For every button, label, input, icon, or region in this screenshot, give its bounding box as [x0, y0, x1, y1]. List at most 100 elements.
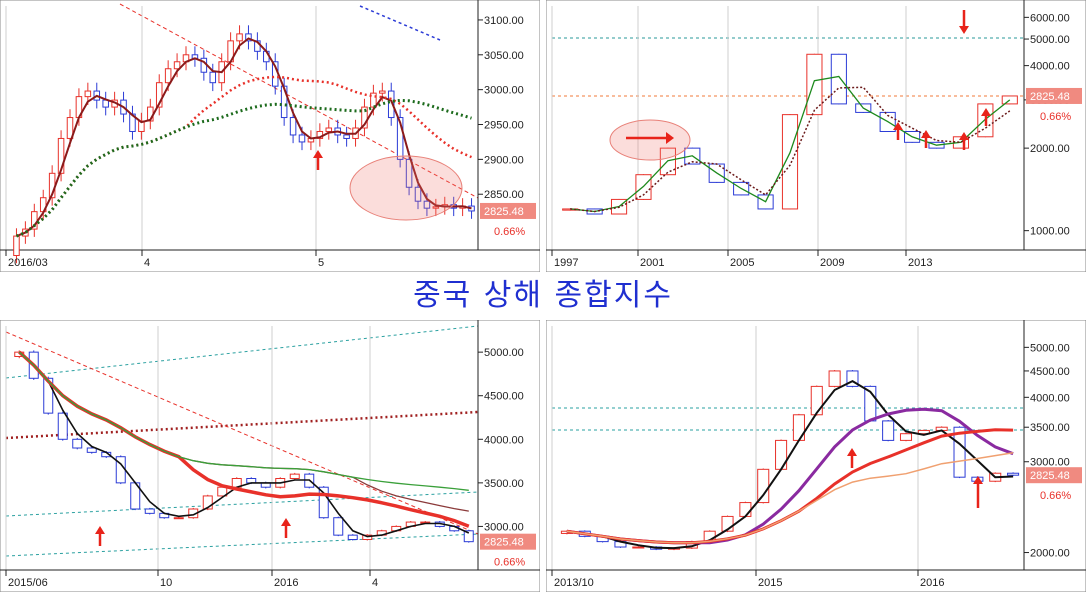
trend-line: [119, 3, 479, 199]
candle-body: [289, 117, 297, 136]
y-tick-label: 4000.00: [1030, 392, 1070, 404]
trend-line: [359, 5, 441, 41]
x-tick-label: 10: [160, 577, 172, 589]
arrow-head: [921, 130, 931, 138]
monthly-chart: 5000.00 4500.00 4000.00 3500.00 3000.00 2000.…: [545, 319, 1086, 593]
moving-average-line: [18, 351, 469, 491]
weekly-chart-svg: 5000.00 4500.00 4000.00 3500.00 3000.00 2825.…: [0, 319, 541, 593]
y-tick-label: 2000.00: [1030, 143, 1070, 155]
highlight-ellipse: [349, 155, 463, 221]
moving-average-line: [18, 351, 470, 538]
candle-body: [84, 90, 92, 98]
weekly-chart: 5000.00 4500.00 4000.00 3500.00 3000.00 2825.…: [0, 319, 541, 593]
arrow-head: [959, 132, 969, 140]
x-tick-label: 4: [372, 577, 378, 589]
y-tick-label: 5000.00: [1030, 34, 1070, 46]
y-tick-label: 4500.00: [1030, 366, 1070, 378]
candle-body: [781, 114, 799, 210]
price-tag-label: 2825.48: [484, 206, 524, 218]
x-tick-label: 2009: [820, 257, 844, 269]
candle-body: [202, 495, 213, 510]
x-tick-label: 2013/10: [554, 577, 594, 589]
candle-body: [432, 206, 440, 209]
moving-average-line: [566, 379, 1014, 550]
y-tick-label: 3500.00: [484, 478, 524, 490]
panel-frame: [0, 0, 541, 273]
y-tick-label: 2950.00: [484, 120, 524, 132]
change-label: 0.66%: [1040, 111, 1071, 123]
candle-body: [757, 468, 770, 504]
arrow-head: [95, 526, 105, 534]
x-tick-label: 2016: [274, 577, 298, 589]
y-tick-label: 3000.00: [1030, 457, 1070, 469]
candle-body: [298, 134, 306, 143]
arrow-head: [973, 476, 983, 484]
x-tick-label: 4: [144, 257, 150, 269]
candle-body: [721, 515, 734, 532]
candle-body: [405, 158, 413, 188]
candle-body: [43, 377, 54, 414]
y-tick-label: 6000.00: [1030, 12, 1070, 24]
change-label: 0.66%: [1040, 490, 1071, 502]
candle-body: [739, 502, 752, 517]
x-tick-label: 2005: [730, 257, 754, 269]
y-tick-label: 1000.00: [1030, 226, 1070, 238]
candle-body: [289, 473, 300, 479]
y-tick-label: 4000.00: [484, 434, 524, 446]
candle-body: [144, 508, 155, 514]
candle-body: [830, 53, 847, 105]
trend-line: [5, 491, 479, 517]
y-tick-label: 3000.00: [484, 521, 524, 533]
candle-body: [57, 137, 65, 174]
arrow-head: [666, 132, 674, 144]
candle-body: [102, 99, 109, 108]
candle-body: [632, 546, 645, 549]
y-tick-label: 5000.00: [1030, 342, 1070, 354]
yearly-chart-svg: 6000.005000.004000.003000.002000.001000.…: [545, 0, 1086, 273]
price-tag-box: [480, 202, 536, 219]
candle-body: [13, 235, 20, 257]
candle-body: [173, 61, 181, 70]
trend-line: [5, 533, 479, 557]
y-tick-label: 3500.00: [1030, 422, 1070, 434]
candle-body: [370, 92, 377, 108]
arrow-head: [281, 518, 291, 526]
monthly-chart-svg: 5000.00 4500.00 4000.00 3500.00 3000.00 2000.…: [545, 319, 1086, 593]
arrow-head: [959, 26, 969, 34]
price-tag-label: 2825.48: [1030, 470, 1070, 482]
arrow-head: [313, 150, 323, 158]
price-tag-label: 2825.48: [484, 537, 524, 549]
price-tag-box: [1026, 87, 1082, 104]
x-tick-label: 2001: [640, 257, 664, 269]
daily-chart: 3100.00 3050.00 3000.00 2950.00 2900.00 2850.…: [0, 0, 541, 273]
x-tick-label: 2013: [908, 257, 932, 269]
panel-frame: [545, 319, 1086, 593]
candle-body: [396, 117, 404, 160]
candle-body: [899, 433, 913, 441]
y-tick-label: 4000.00: [1030, 61, 1070, 73]
daily-chart-svg: 3100.00 3050.00 3000.00 2950.00 2900.00 2850.…: [0, 0, 541, 273]
candle-body: [155, 82, 163, 108]
price-tag-box: [480, 533, 536, 550]
candle-body: [1007, 472, 1020, 476]
y-tick-label: 4500.00: [484, 391, 524, 403]
candle-body: [343, 134, 350, 139]
arrow-head: [981, 108, 991, 116]
arrow-head: [893, 122, 903, 130]
candle-body: [173, 517, 184, 520]
candle-body: [828, 370, 841, 387]
candle-body: [379, 90, 386, 94]
candle-body: [846, 370, 859, 387]
candle-body: [810, 385, 823, 416]
panel-frame: [545, 0, 1086, 273]
change-label: 0.66%: [494, 226, 525, 238]
change-label: 0.66%: [494, 557, 525, 569]
candle-body: [57, 412, 68, 440]
candle-body: [917, 429, 930, 435]
moving-average-line: [570, 75, 1011, 213]
moving-average-line: [566, 451, 1014, 544]
candle-body: [806, 53, 823, 116]
x-tick-label: 2016: [920, 577, 944, 589]
panel-frame: [0, 319, 541, 593]
arrow-head: [847, 448, 857, 456]
